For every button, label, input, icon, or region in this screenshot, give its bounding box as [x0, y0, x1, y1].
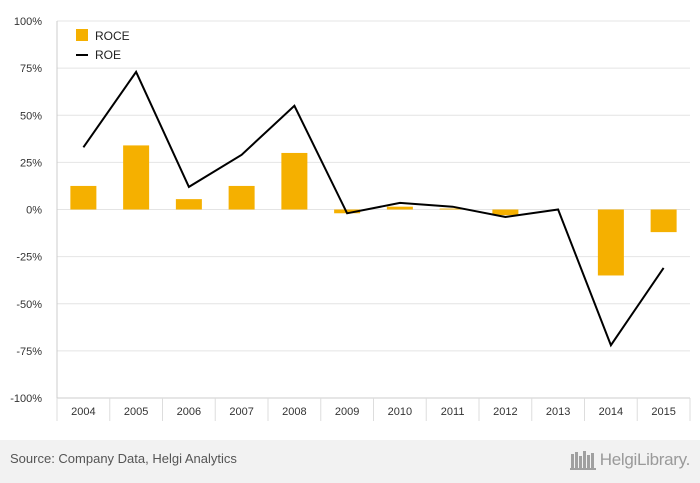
roce-bar [123, 145, 150, 210]
roce-bars [70, 145, 677, 276]
helgi-library-logo: HelgiLibrary. [569, 448, 691, 472]
roe-line [82, 69, 665, 348]
y-tick-label: 100% [14, 16, 42, 28]
y-axis-ticks: -100% -75% -50% -25% 0% 25% 50% 75% 100% [10, 16, 42, 405]
library-icon [569, 451, 596, 470]
y-tick-label: -25% [16, 252, 42, 264]
roce-bar [175, 199, 202, 210]
roe-line-group [82, 69, 665, 348]
x-tick-label: 2014 [599, 406, 623, 418]
x-tick-label: 2011 [441, 406, 465, 418]
gridlines [57, 20, 690, 399]
y-tick-label: -50% [16, 299, 42, 311]
legend-label-roe: ROE [95, 48, 121, 62]
roce-bar [281, 152, 308, 210]
x-tick-label: 2010 [388, 406, 412, 418]
roce-bar [597, 209, 624, 276]
legend-label-roce: ROCE [95, 29, 130, 43]
brand-name: HelgiLibrary. [599, 450, 691, 469]
y-tick-label: 75% [20, 63, 42, 75]
footer: Source: Company Data, Helgi Analytics He… [0, 440, 700, 483]
y-tick-label: 0% [26, 205, 42, 217]
roce-bar [386, 206, 413, 210]
x-tick-label: 2006 [177, 406, 201, 418]
roce-bar [228, 185, 255, 210]
legend-swatch-roce [76, 29, 88, 41]
roce-bar [439, 208, 466, 210]
legend: ROCE ROE [76, 29, 130, 62]
y-tick-label: -75% [16, 346, 42, 358]
y-tick-label: 50% [20, 110, 42, 122]
x-tick-label: 2008 [282, 406, 306, 418]
x-tick-label: 2004 [71, 406, 95, 418]
chart: -100%-75%-50%-25%0%25%50%75%100% 2004 200… [10, 16, 691, 421]
source-text: Source: Company Data, Helgi Analytics [10, 451, 237, 466]
roce-bar [650, 209, 677, 233]
roce-bar [492, 209, 519, 216]
roce-bar [70, 185, 97, 210]
x-tick-label: 2015 [651, 406, 675, 418]
x-tick-label: 2007 [229, 406, 253, 418]
x-axis: 2004 2005 2006 2007 2008 2009 2010 2011 2012 2013… [56, 21, 691, 421]
y-tick-label: 25% [20, 157, 42, 169]
y-tick-label: -100% [10, 393, 42, 405]
x-tick-label: 2012 [493, 406, 517, 418]
x-tick-label: 2005 [124, 406, 148, 418]
x-tick-label: 2013 [546, 406, 570, 418]
x-tick-label: 2009 [335, 406, 359, 418]
